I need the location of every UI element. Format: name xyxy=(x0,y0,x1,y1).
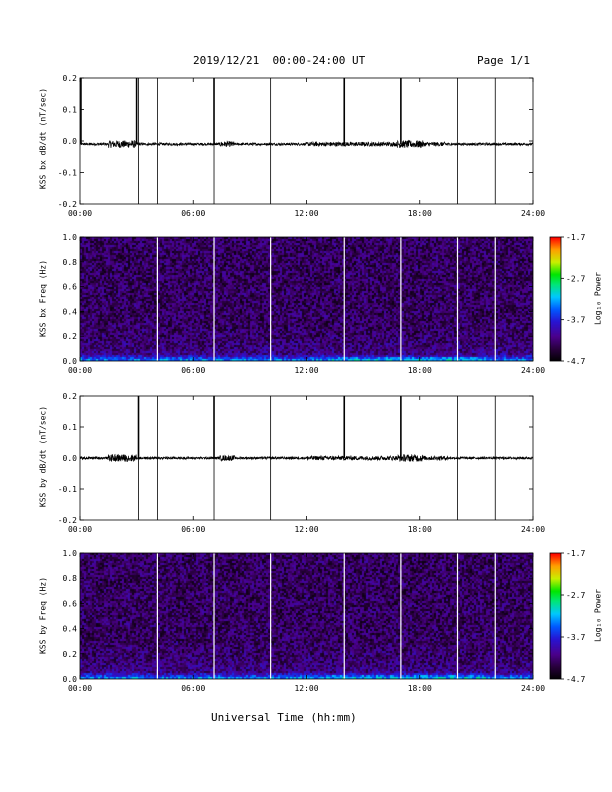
panel-3: 00:00 06:00 12:00 18:00 24:00 -0.2 -0.1 0.0 0.1 0… xyxy=(58,392,545,534)
x-axis-title: Universal Time (hh:mm) xyxy=(211,711,357,724)
x-tick-label: 06:00 xyxy=(181,525,205,534)
y-tick-label: 0.0 xyxy=(63,357,78,366)
colorbar-tick-label: -1.7 xyxy=(566,233,585,242)
x-tick-label: 18:00 xyxy=(408,684,432,693)
y-tick-label: 0.0 xyxy=(63,137,78,146)
x-tick-label: 12:00 xyxy=(294,525,318,534)
plot-title: 2019/12/21 00:00-24:00 UT xyxy=(193,54,366,67)
panel-2: -1.7 -2.7 -3.7 -4.7 00:00 06:00 12:00 18:00 24:0… xyxy=(63,233,586,375)
x-tick-label: 24:00 xyxy=(521,525,545,534)
panel-frame xyxy=(79,77,534,205)
x-tick-label: 24:00 xyxy=(521,209,545,218)
page-number: Page 1/1 xyxy=(477,54,530,67)
y-tick-label: 1.0 xyxy=(63,549,78,558)
y-tick-label: 0.1 xyxy=(63,106,78,115)
x-tick-label: 12:00 xyxy=(294,366,318,375)
x-tick-label: 18:00 xyxy=(408,209,432,218)
panel-4: -1.7 -2.7 -3.7 -4.7 00:00 06:00 12:00 18:00 24:0… xyxy=(63,549,586,693)
x-tick-label: 06:00 xyxy=(181,684,205,693)
colorbar-tick-label: -1.7 xyxy=(566,549,585,558)
x-tick-label: 00:00 xyxy=(68,209,92,218)
y-tick-label: 0.8 xyxy=(63,258,78,267)
spectrogram-image xyxy=(80,553,533,679)
panel-1: 00:00 06:00 12:00 18:00 24:00 -0.2 -0.1 0.0 0.1 0… xyxy=(58,74,545,218)
trace-group xyxy=(80,78,533,204)
x-tick-label: 18:00 xyxy=(408,366,432,375)
colorbar xyxy=(550,553,561,679)
colorbar-tick-label: -4.7 xyxy=(566,357,585,366)
colorbar-tick-label: -2.7 xyxy=(566,274,585,283)
spectrogram-image xyxy=(80,237,533,361)
y-tick-label: 0.0 xyxy=(63,454,78,463)
dbdt-trace xyxy=(80,139,533,149)
y-tick-label: -0.1 xyxy=(58,169,77,178)
y-tick-label: -0.1 xyxy=(58,485,77,494)
x-tick-label: 18:00 xyxy=(408,525,432,534)
y-tick-label: 1.0 xyxy=(63,233,78,242)
y-tick-label: 0.2 xyxy=(63,650,78,659)
y-tick-label: 0.2 xyxy=(63,332,78,341)
x-tick-label: 00:00 xyxy=(68,366,92,375)
x-tick-label: 06:00 xyxy=(181,209,205,218)
y-tick-label: 0.6 xyxy=(63,599,78,608)
x-tick-label: 24:00 xyxy=(521,366,545,375)
y-tick-label: 0.2 xyxy=(63,74,78,83)
y-tick-label: 0.4 xyxy=(63,625,78,634)
colorbar-frame xyxy=(549,236,562,362)
y-tick-label: 0.1 xyxy=(63,423,78,432)
y-tick-label: 0.0 xyxy=(63,675,78,684)
colorbar-frame xyxy=(549,552,562,680)
colorbar-tick-label: -3.7 xyxy=(566,316,585,325)
dbdt-trace xyxy=(80,453,533,463)
y-tick-label: 0.8 xyxy=(63,574,78,583)
y-tick-label: -0.2 xyxy=(58,516,77,525)
colorbar-tick-label: -2.7 xyxy=(566,591,585,600)
y-tick-label: 0.6 xyxy=(63,283,78,292)
x-tick-label: 12:00 xyxy=(294,209,318,218)
x-tick-label: 24:00 xyxy=(521,684,545,693)
y-tick-label: -0.2 xyxy=(58,200,77,209)
y-tick-label: 0.2 xyxy=(63,392,78,401)
y-tick-label: 0.4 xyxy=(63,307,78,316)
x-tick-label: 12:00 xyxy=(294,684,318,693)
colorbar-tick-label: -4.7 xyxy=(566,675,585,684)
x-tick-label: 06:00 xyxy=(181,366,205,375)
colorbar xyxy=(550,237,561,361)
x-tick-label: 00:00 xyxy=(68,525,92,534)
x-tick-label: 00:00 xyxy=(68,684,92,693)
colorbar-tick-label: -3.7 xyxy=(566,633,585,642)
trace-group xyxy=(80,396,533,520)
